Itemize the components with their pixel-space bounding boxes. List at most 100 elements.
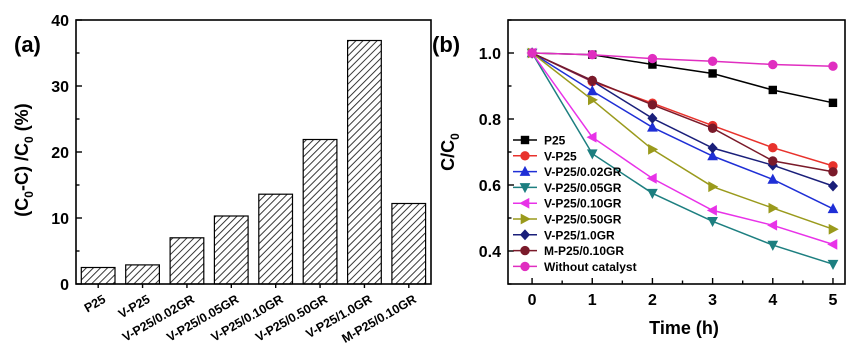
- legend-marker-v-p25-0-50gr: [520, 213, 531, 225]
- bar-v-p25-0-50gr: [302, 138, 338, 285]
- data-point-without-catalyst: [587, 49, 597, 60]
- legend-label: V-P25/0.10GR: [544, 197, 622, 211]
- legend-item-without-catalyst: Without catalyst: [513, 260, 637, 274]
- legend-marker-v-p25: [520, 151, 530, 161]
- bar-v-p25-0-05gr: [213, 215, 249, 285]
- series-line-without-catalyst: [532, 52, 834, 67]
- data-point-p25: [768, 85, 777, 95]
- data-point-v-p25-0-05gr: [827, 259, 839, 270]
- data-point-v-p25-0-05gr: [647, 188, 658, 200]
- series-line-v-p25-0-10gr: [531, 52, 834, 246]
- data-point-v-p25-0-02gr: [707, 150, 718, 161]
- y-axis-label: C/C0: [438, 133, 462, 171]
- legend-item-v-p25-0-10gr: V-P25/0.10GR: [513, 197, 622, 211]
- series-without-catalyst: [527, 48, 838, 71]
- data-point-v-p25-0-05gr: [767, 240, 779, 251]
- panel-b-label: (b): [432, 32, 460, 57]
- x-tick-label: 5: [829, 292, 838, 309]
- y-tick-label: 40: [51, 13, 69, 30]
- x-tick-label: 3: [708, 292, 717, 309]
- x-tick-label: 4: [768, 292, 777, 309]
- data-point-v-p25-0-02gr: [827, 203, 839, 214]
- data-point-m-p25-0-10gr: [647, 100, 658, 110]
- data-point-v-p25-1-0gr: [647, 112, 658, 124]
- bar-v-p25-0-02gr: [169, 237, 205, 285]
- series-line-m-p25-0-10gr: [531, 52, 834, 173]
- data-point-v-p25-0-50gr: [828, 223, 839, 235]
- data-point-m-p25-0-10gr: [768, 156, 778, 166]
- x-tick-label: 0: [528, 292, 537, 309]
- legend-item-v-p25: V-P25: [513, 149, 577, 163]
- data-point-v-p25-0-10gr: [586, 131, 597, 143]
- y-tick-label: 30: [51, 79, 69, 96]
- legend-label: V-P25/0.05GR: [544, 181, 622, 195]
- data-point-v-p25-0-05gr: [586, 149, 598, 160]
- data-point-v-p25-0-10gr: [646, 173, 657, 184]
- data-point-v-p25-0-50gr: [648, 144, 659, 155]
- data-point-v-p25-0-05gr: [707, 216, 718, 228]
- panel-a-label: (a): [14, 32, 41, 57]
- x-tick-label: 2: [648, 292, 657, 309]
- legend-item-m-p25-0-10gr: M-P25/0.10GR: [513, 244, 624, 258]
- y-tick-label: 1.0: [479, 46, 501, 63]
- legend-item-v-p25-1-0gr: V-P25/1.0GR: [513, 228, 615, 242]
- x-tick-label: 1: [588, 292, 597, 309]
- y-tick-label: 0.6: [479, 178, 501, 195]
- legend-label: V-P25: [544, 149, 577, 163]
- legend-marker-m-p25-0-10gr: [520, 245, 530, 256]
- legend-label: V-P25/0.50GR: [544, 213, 622, 227]
- data-point-v-p25: [768, 143, 778, 153]
- data-point-without-catalyst: [828, 61, 838, 71]
- legend-item-v-p25-0-05gr: V-P25/0.05GR: [513, 181, 622, 195]
- legend-marker-v-p25-0-02gr: [519, 165, 531, 176]
- legend-marker-without-catalyst: [520, 261, 530, 272]
- data-point-p25: [708, 69, 717, 78]
- y-tick-label: 20: [51, 145, 69, 162]
- data-point-v-p25-0-02gr: [647, 121, 658, 132]
- data-point-m-p25-0-10gr: [707, 123, 718, 133]
- legend-marker-p25: [520, 135, 530, 145]
- legend-label: P25: [544, 134, 566, 148]
- legend-item-v-p25-0-02gr: V-P25/0.02GR: [513, 165, 622, 179]
- data-point-m-p25-0-10gr: [828, 167, 838, 177]
- bar-v-p25: [125, 264, 160, 285]
- legend-marker-v-p25-0-05gr: [519, 183, 531, 194]
- legend-label: M-P25/0.10GR: [544, 244, 624, 258]
- y-tick-label: 10: [51, 211, 69, 228]
- y-tick-label: 0.8: [479, 112, 501, 129]
- data-point-without-catalyst: [768, 59, 778, 70]
- series-line-v-p25: [531, 52, 834, 167]
- legend-label: Without catalyst: [544, 260, 637, 274]
- data-point-without-catalyst: [707, 56, 718, 66]
- legend-item-p25: P25: [513, 134, 566, 148]
- series-line-v-p25-0-50gr: [531, 52, 834, 230]
- data-point-without-catalyst: [647, 53, 658, 64]
- bar-m-p25-0-10gr: [391, 202, 427, 285]
- data-point-p25: [828, 98, 838, 108]
- data-point-v-p25-0-10gr: [827, 239, 838, 250]
- data-point-v-p25-0-10gr: [767, 219, 778, 231]
- y-tick-label: 0: [60, 277, 69, 294]
- legend-marker-v-p25-0-10gr: [519, 197, 530, 209]
- data-point-m-p25-0-10gr: [587, 75, 597, 86]
- y-axis-label: (C0-C) /C0 (%): [12, 103, 36, 216]
- series-p25: [527, 48, 838, 108]
- data-point-v-p25-0-02gr: [767, 173, 779, 184]
- y-tick-label: 0.4: [479, 244, 501, 261]
- legend-marker-v-p25-1-0gr: [519, 229, 531, 241]
- data-point-without-catalyst: [527, 48, 537, 58]
- data-point-v-p25-0-50gr: [768, 202, 779, 214]
- data-point-v-p25-0-10gr: [706, 205, 717, 216]
- legend-label: V-P25/0.02GR: [544, 165, 622, 179]
- data-point-v-p25-1-0gr: [707, 142, 718, 154]
- bar-v-p25-1-0gr: [347, 39, 382, 285]
- data-point-v-p25-0-02gr: [586, 85, 598, 96]
- legend-item-v-p25-0-50gr: V-P25/0.50GR: [513, 213, 622, 227]
- x-axis-label: Time (h): [649, 318, 719, 338]
- bar-v-p25-0-10gr: [258, 193, 294, 285]
- bar-p25: [80, 266, 116, 285]
- data-point-v-p25-1-0gr: [827, 180, 839, 192]
